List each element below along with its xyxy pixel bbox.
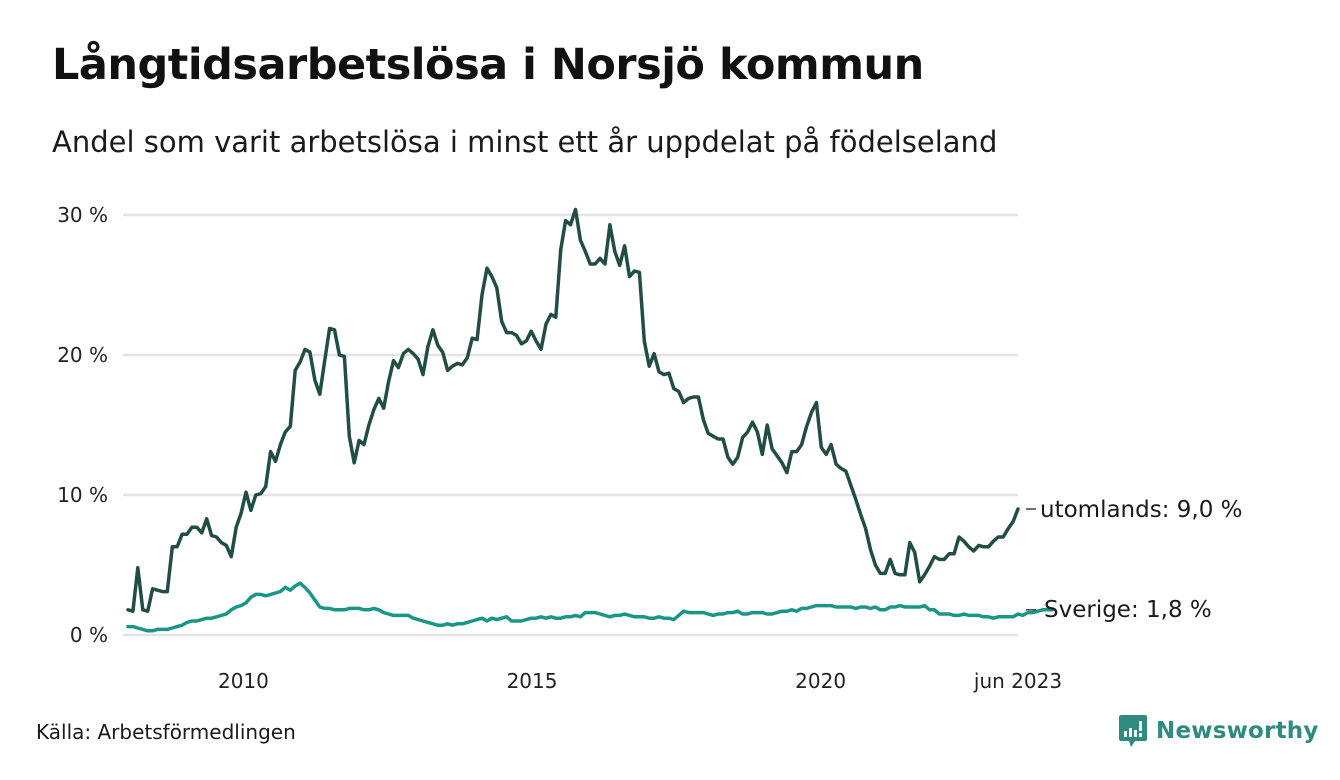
series-end-label: utomlands: 9,0 %	[1040, 497, 1243, 523]
source-note: Källa: Arbetsförmedlingen	[36, 720, 296, 744]
series-line-sverige	[126, 581, 1055, 633]
newsworthy-logo[interactable]: Newsworthy	[1118, 714, 1319, 748]
y-tick-label: 0 %	[70, 623, 108, 647]
series-end-label: Sverige: 1,8 %	[1044, 597, 1212, 623]
x-tick-label: 2010	[218, 669, 269, 693]
y-tick-label: 20 %	[57, 343, 108, 367]
y-axis: 0 % 10 % 20 % 30 %	[57, 203, 108, 647]
gridlines	[123, 213, 1018, 637]
line-chart: 0 % 10 % 20 % 30 % 2010 2015 2020 jun 2023 uto…	[57, 203, 1243, 693]
x-axis: 2010 2015 2020 jun 2023	[218, 669, 1062, 693]
x-tick-label: jun 2023	[973, 669, 1062, 693]
x-tick-label: 2015	[507, 669, 558, 693]
x-tick-label: 2020	[795, 669, 846, 693]
chart-title: Långtidsarbetslösa i Norsjö kommun	[52, 40, 924, 90]
y-tick-label: 10 %	[57, 483, 108, 507]
series-lines	[126, 207, 1055, 633]
series-end-labels: utomlands: 9,0 % Sverige: 1,8 %	[1026, 497, 1243, 623]
bar-chart-speech-bubble-icon	[1119, 715, 1147, 747]
chart-subtitle: Andel som varit arbetslösa i minst ett å…	[52, 125, 998, 159]
y-tick-label: 30 %	[57, 203, 108, 227]
brand-name: Newsworthy	[1156, 718, 1319, 744]
series-line-utomlands	[126, 207, 1020, 613]
